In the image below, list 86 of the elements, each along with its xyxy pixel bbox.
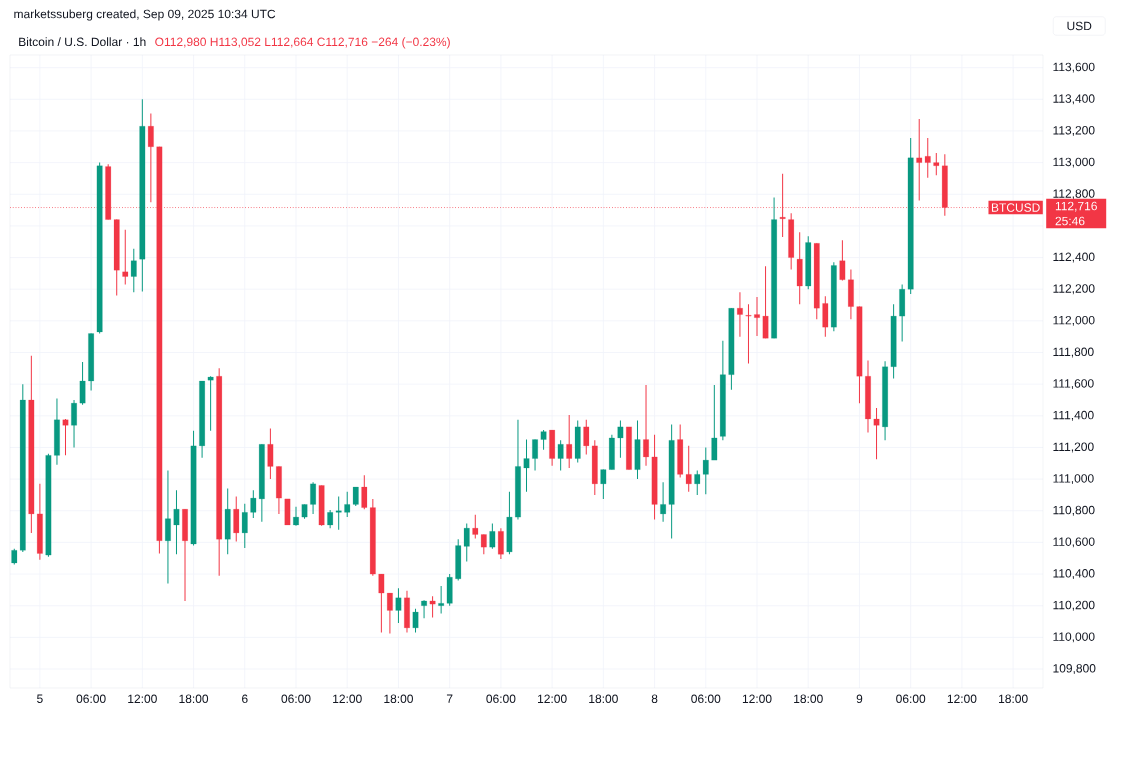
- candlestick: [438, 585, 444, 615]
- candlestick: [130, 248, 137, 293]
- y-tick-label: 110,200: [1053, 600, 1095, 611]
- x-tick-label: 12:00: [538, 694, 567, 704]
- candlestick: [62, 418, 69, 456]
- y-tick-label: 113,600: [1053, 62, 1095, 73]
- x-tick-label: 06:00: [281, 694, 311, 704]
- x-tick-label: 06:00: [486, 694, 516, 704]
- candlestick: [873, 407, 880, 460]
- candlestick: [241, 503, 248, 549]
- x-tick-label: 18:00: [384, 694, 413, 704]
- candlestick: [267, 427, 274, 480]
- candlestick: [207, 375, 214, 432]
- x-tick-label: 18:00: [999, 694, 1028, 704]
- x-tick-label: 7: [446, 694, 453, 703]
- y-tick-label: 110,600: [1053, 537, 1095, 548]
- candlestick: [71, 399, 77, 448]
- y-tick-label: 113,200: [1053, 126, 1095, 136]
- x-tick-label: 12:00: [128, 694, 157, 704]
- y-tick-label: 111,000: [1053, 474, 1094, 485]
- candlestick: [429, 595, 436, 619]
- x-tick-label: 06:00: [76, 694, 106, 704]
- x-tick-label: 18:00: [179, 694, 209, 704]
- x-tick-label: 06:00: [691, 694, 721, 704]
- text: 112,716: [1055, 201, 1097, 212]
- candlestick: [327, 509, 333, 529]
- y-tick-label: 113,000: [1053, 157, 1095, 168]
- candlestick: [617, 420, 624, 459]
- candlestick: [523, 439, 530, 493]
- y-tick-label: 110,000: [1053, 632, 1095, 643]
- y-tick-label: 109,800: [1053, 664, 1096, 674]
- chart-title: Bitcoin / U.S. Dollar · 1h: [19, 37, 146, 47]
- y-tick-label: 113,400: [1053, 94, 1095, 105]
- y-tick-label: 111,400: [1053, 410, 1094, 421]
- y-tick-label: 112,200: [1053, 284, 1095, 295]
- candlestick: [737, 291, 743, 338]
- ref-line-label: BTCUSD: [991, 203, 1040, 212]
- candlestick: [660, 481, 666, 523]
- candlestick: [122, 229, 129, 285]
- y-tick-label: 112,800: [1053, 189, 1095, 200]
- candlestick: [711, 384, 718, 461]
- x-tick-label: 5: [37, 694, 43, 703]
- candlestick: [498, 527, 504, 560]
- x-tick-label: 12:00: [742, 694, 772, 704]
- x-tick-label: 12:00: [947, 694, 977, 704]
- candlestick: [839, 239, 846, 281]
- y-tick-label: 112,400: [1053, 252, 1095, 263]
- y-tick-label: 111,600: [1053, 379, 1094, 390]
- y-tick-label: 111,800: [1053, 347, 1094, 358]
- candlestick: [421, 599, 427, 619]
- candlestick: [79, 361, 86, 406]
- x-tick-label: 6: [242, 694, 248, 704]
- candlestick: [148, 113, 154, 203]
- text: marketssuberg created, Sep 09, 2025 10:34 UTC: [14, 9, 276, 21]
- candlestick: [395, 587, 402, 624]
- y-tick-label: 110,400: [1053, 569, 1095, 580]
- candlestick: [532, 439, 538, 471]
- text: 25:46: [1055, 216, 1085, 226]
- candlestick: [173, 489, 180, 555]
- x-tick-label: 18:00: [589, 694, 618, 704]
- x-tick-label: 18:00: [794, 694, 823, 704]
- candlestick: [412, 608, 419, 634]
- candlestick: [540, 429, 547, 451]
- x-tick-label: 9: [856, 694, 863, 704]
- chart-subtitle: O112,980 H113,052 L112,664 C112,716 −264 (−0.23%): [155, 37, 450, 49]
- candlestick: [566, 414, 573, 469]
- candlestick: [387, 592, 393, 634]
- candlestick: [745, 303, 752, 365]
- x-tick-label: 8: [651, 694, 658, 704]
- candlestick: [489, 522, 496, 550]
- candlestick: [293, 506, 299, 527]
- candlestick: [762, 265, 769, 339]
- y-axis-title: USD: [1067, 21, 1092, 31]
- candlestick: [378, 573, 385, 634]
- candlestick: [822, 295, 829, 338]
- candlestick: [165, 469, 171, 585]
- y-tick-label: 112,000: [1053, 315, 1095, 326]
- x-tick-label: 12:00: [333, 694, 362, 704]
- candlestick: [643, 384, 649, 467]
- y-tick-label: 110,800: [1053, 505, 1095, 516]
- candlestick: [233, 496, 240, 543]
- x-tick-label: 06:00: [896, 694, 926, 704]
- candlestick: [557, 439, 564, 471]
- candlestick: [310, 481, 316, 515]
- y-tick-label: 111,200: [1053, 442, 1094, 453]
- candlestick: [754, 296, 760, 337]
